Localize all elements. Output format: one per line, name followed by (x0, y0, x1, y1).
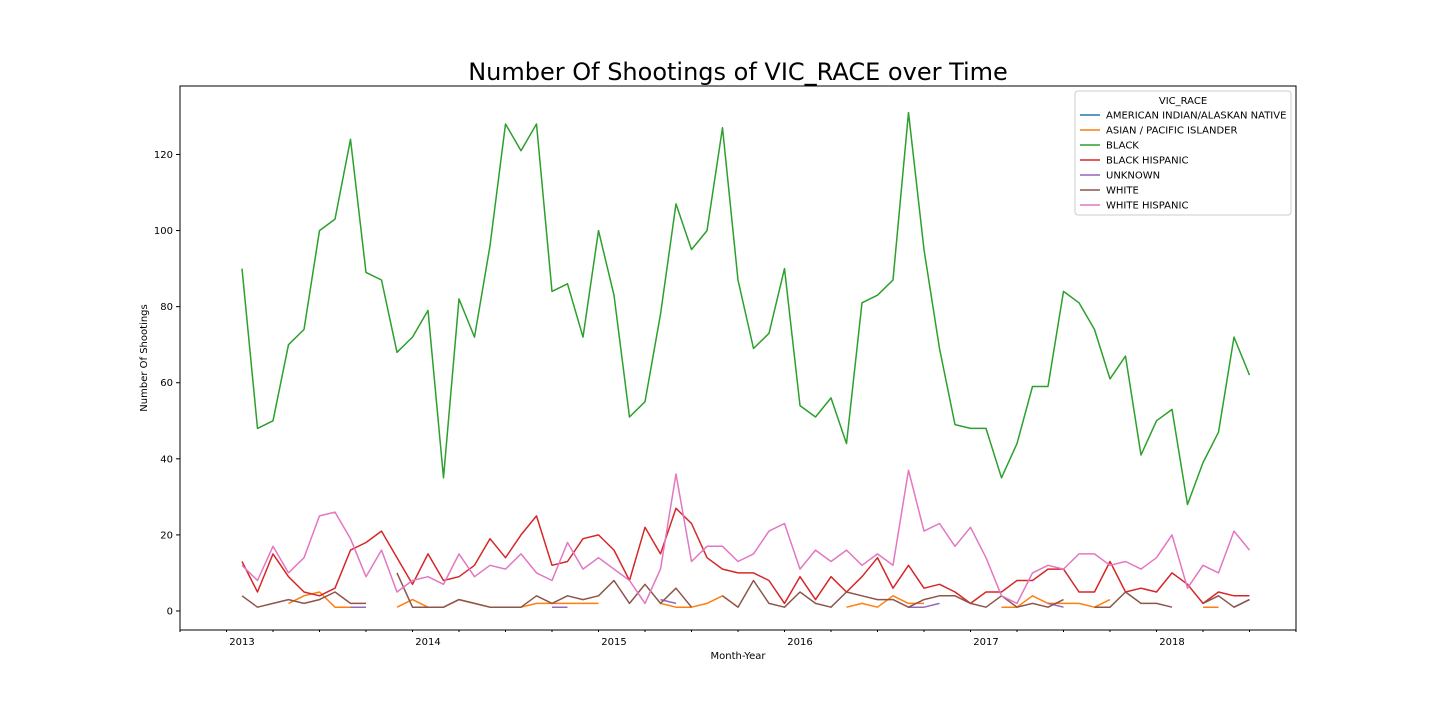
y-tick-label-4: 80 (160, 302, 173, 313)
y-tick-label-3: 60 (160, 378, 173, 389)
series-line-2 (241, 111, 1251, 506)
x-tick-label-3: 2016 (787, 637, 812, 648)
legend-box (1074, 90, 1292, 216)
legend-label-0: AMERICAN INDIAN/ALASKAN NATIVE (1106, 111, 1286, 122)
chart-title: Number Of Shootings of VIC_RACE over Tim… (468, 58, 1008, 86)
series-line-5 (241, 572, 1250, 608)
legend-label-3: BLACK HISPANIC (1106, 156, 1189, 167)
legend-items: AMERICAN INDIAN/ALASKAN NATIVE ASIAN / PA… (1080, 111, 1286, 212)
y-tick-label-1: 20 (160, 530, 173, 541)
legend-label-6: WHITE HISPANIC (1106, 201, 1188, 212)
x-tick-label-2: 2015 (601, 637, 626, 648)
x-tick-label-1: 2014 (415, 637, 440, 648)
y-tick-label-5: 100 (154, 226, 173, 237)
x-axis: 2013 2014 2015 2016 2017 2018 (179, 630, 1297, 648)
y-axis-label: Number Of Shootings (139, 304, 150, 411)
y-tick-label-6: 120 (154, 150, 173, 161)
x-axis-label: Month-Year (711, 651, 767, 662)
legend: VIC_RACE AMERICAN INDIAN/ALASKAN NATIVEA… (1074, 90, 1292, 216)
y-axis: 0 20 40 60 80 100 120 (154, 150, 180, 617)
legend-label-1: ASIAN / PACIFIC ISLANDER (1106, 126, 1237, 137)
y-tick-label-2: 40 (160, 454, 173, 465)
x-tick-label-4: 2017 (973, 637, 998, 648)
series-line-3 (241, 507, 1250, 605)
legend-label-4: UNKNOWN (1106, 171, 1160, 182)
series-line-4 (350, 598, 1250, 608)
series-line-6 (241, 469, 1251, 605)
series-layer (241, 111, 1251, 608)
x-tick-label-0: 2013 (229, 637, 254, 648)
y-tick-label-0: 0 (167, 606, 173, 617)
legend-label-2: BLACK (1106, 141, 1139, 152)
legend-title: VIC_RACE (1159, 96, 1207, 107)
x-tick-label-5: 2018 (1159, 637, 1184, 648)
legend-label-5: WHITE (1106, 186, 1139, 197)
